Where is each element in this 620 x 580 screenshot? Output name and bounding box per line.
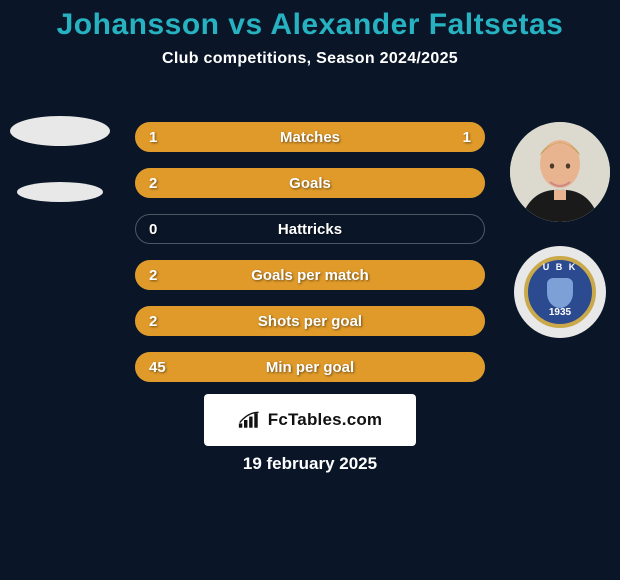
page-title: Johansson vs Alexander Faltsetas <box>0 0 620 42</box>
stat-left-value: 0 <box>135 221 183 238</box>
page-subtitle: Club competitions, Season 2024/2025 <box>0 50 620 68</box>
player1-club-silhouette <box>17 182 103 202</box>
stat-left-value: 2 <box>135 267 183 284</box>
crest-year: 1935 <box>528 307 592 318</box>
left-player-column <box>10 116 110 202</box>
stat-row: 45 Min per goal <box>135 352 485 382</box>
comparison-bars: 1 Matches 1 2 Goals 0 Hattricks 2 Goals … <box>135 122 485 382</box>
crest-letters: U B K <box>528 262 592 272</box>
player2-club-crest: U B K 1935 <box>514 246 606 338</box>
stat-row: 2 Goals per match <box>135 260 485 290</box>
stat-left-value: 2 <box>135 175 183 192</box>
stat-left-value: 45 <box>135 359 183 376</box>
right-player-column: U B K 1935 <box>510 122 610 338</box>
brand-text: FcTables.com <box>268 410 383 430</box>
stat-right-value: 1 <box>437 129 485 146</box>
stat-label: Min per goal <box>183 359 437 376</box>
stat-row: 0 Hattricks <box>135 214 485 244</box>
player1-silhouette <box>10 116 110 146</box>
stat-row: 1 Matches 1 <box>135 122 485 152</box>
stat-row: 2 Goals <box>135 168 485 198</box>
date-text: 19 february 2025 <box>0 454 620 474</box>
crest-shield-icon <box>547 278 573 308</box>
stat-left-value: 1 <box>135 129 183 146</box>
stat-label: Goals per match <box>183 267 437 284</box>
brand-box: FcTables.com <box>204 394 416 446</box>
stat-label: Shots per goal <box>183 313 437 330</box>
stat-label: Matches <box>183 129 437 146</box>
stat-row: 2 Shots per goal <box>135 306 485 336</box>
stat-label: Goals <box>183 175 437 192</box>
stat-left-value: 2 <box>135 313 183 330</box>
player2-avatar <box>510 122 610 222</box>
stat-label: Hattricks <box>183 221 437 238</box>
fctables-logo-icon <box>238 411 262 429</box>
